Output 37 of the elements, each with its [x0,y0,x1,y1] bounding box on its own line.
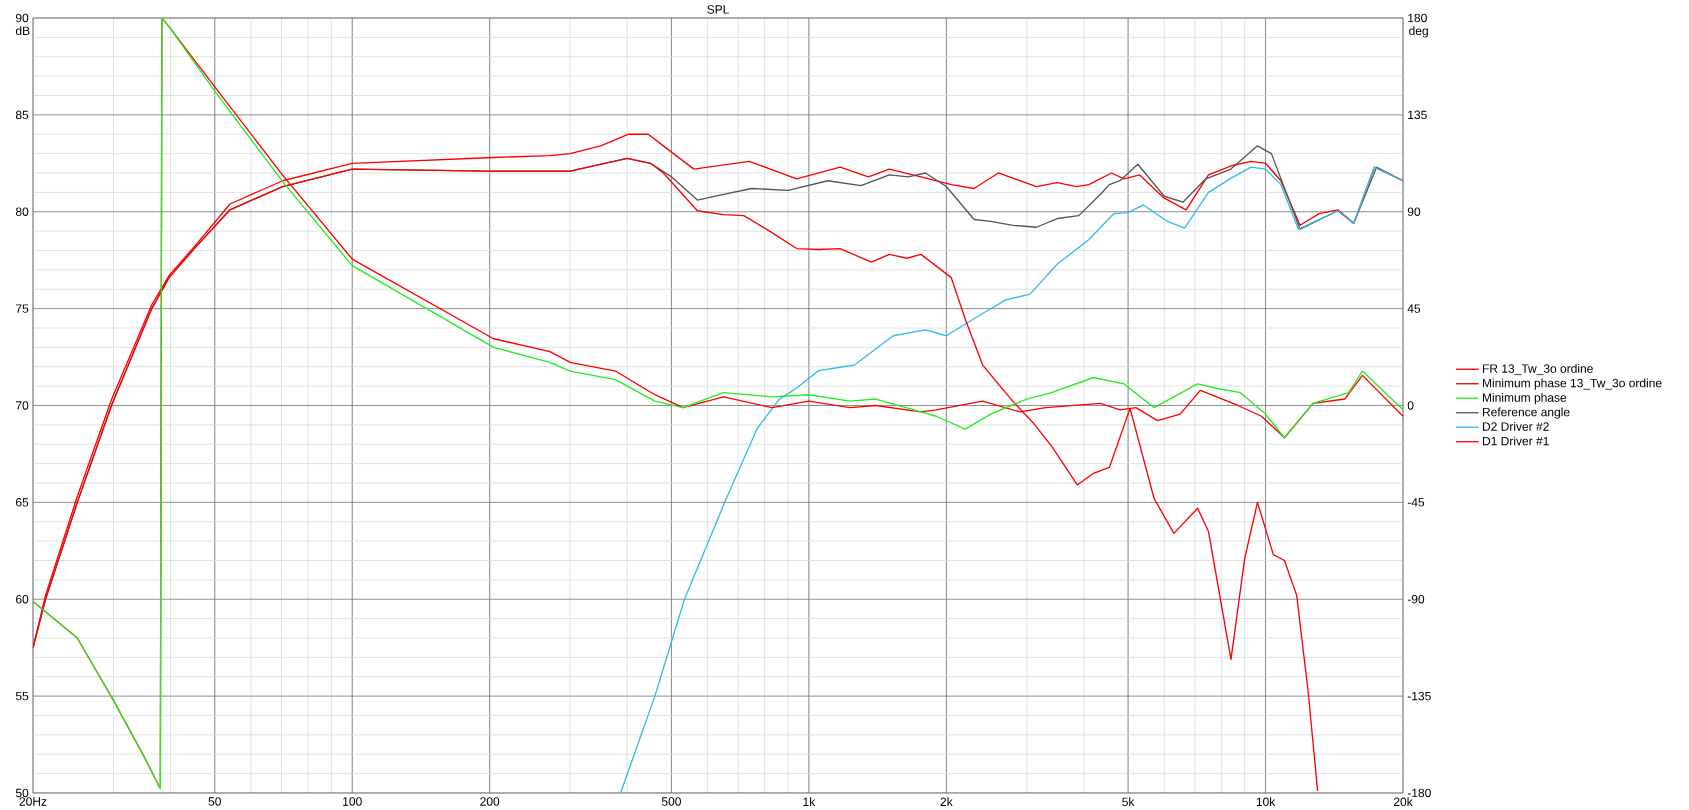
x-tick-label: 2k [940,797,953,806]
x-tick-label: 20k [1393,797,1413,807]
legend-label: FR 13_Tw_3o ordine [1482,364,1593,376]
y2-axis-title: deg [1409,26,1428,38]
x-tick-label: 1k [803,797,816,806]
x-tick-label: 200 [480,797,500,806]
y-tick-label: 50 [15,788,29,798]
y2-tick-label: 0 [1407,401,1414,410]
y-axis-title: dB [15,26,30,36]
y-tick-label: 65 [16,498,29,507]
x-tick-label: 20Hz [19,797,47,806]
x-tick-label: 50 [208,797,221,806]
legend-label: Reference angle [1482,407,1570,419]
y2-tick-label: 180 [1408,13,1427,23]
y2-tick-label: -45 [1407,498,1425,507]
y2-tick-label: -135 [1407,691,1431,701]
y-tick-label: 70 [16,401,29,410]
y-tick-label: 80 [15,207,29,216]
legend-label: Minimum phase 13_Tw_3o ordine [1482,378,1662,390]
y-tick-label: 85 [15,110,29,120]
legend-label: D1 Driver #1 [1482,436,1549,446]
legend-label: Minimum phase [1482,392,1567,405]
y2-tick-label: 135 [1408,110,1427,120]
y2-tick-label: 90 [1407,207,1421,216]
y-tick-label: 60 [16,594,29,604]
legend-label: D2 Driver #2 [1482,421,1549,431]
x-tick-label: 100 [343,797,362,806]
y2-tick-label: 45 [1407,304,1421,313]
x-tick-label: 10k [1256,797,1276,807]
x-tick-label: 5k [1122,797,1135,807]
y-tick-label: 55 [15,691,29,701]
y2-tick-label: -180 [1407,788,1431,798]
chart-title: SPL [707,5,729,14]
y-tick-label: 90 [15,13,29,23]
y-tick-label: 75 [16,304,29,313]
x-tick-label: 500 [661,797,681,806]
y2-tick-label: -90 [1407,594,1425,604]
